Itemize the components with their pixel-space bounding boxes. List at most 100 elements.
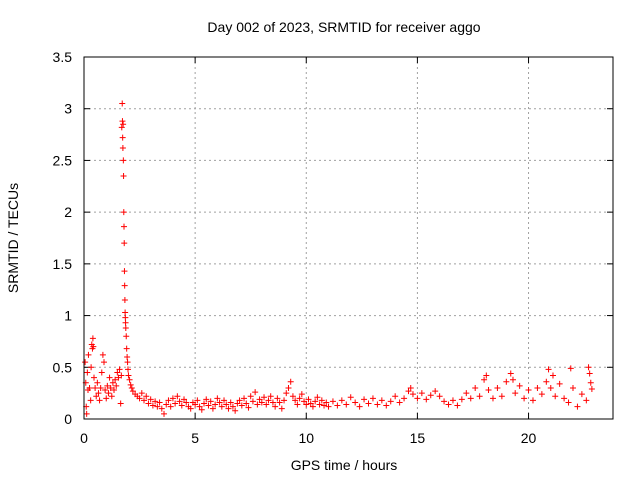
data-point — [111, 387, 118, 394]
data-point — [94, 379, 101, 386]
data-point — [174, 393, 181, 400]
data-point — [120, 209, 127, 216]
data-point — [449, 397, 456, 404]
data-point — [509, 376, 516, 383]
data-point — [192, 401, 199, 408]
x-tick-label: 15 — [410, 430, 426, 446]
data-point — [105, 390, 112, 397]
data-point — [227, 399, 234, 406]
data-point — [283, 390, 290, 397]
data-point — [552, 393, 559, 400]
data-point — [534, 384, 541, 391]
data-point — [238, 402, 245, 409]
y-tick-label: 3.5 — [53, 49, 73, 65]
data-point — [543, 378, 550, 385]
data-point — [83, 410, 90, 417]
data-point — [365, 400, 372, 407]
data-point — [369, 395, 376, 402]
data-point — [89, 335, 96, 342]
data-point — [294, 401, 301, 408]
data-point — [141, 397, 148, 404]
x-tick-label: 20 — [521, 430, 537, 446]
data-point — [125, 366, 132, 373]
data-point — [323, 399, 330, 406]
data-point — [574, 403, 581, 410]
data-point — [252, 389, 259, 396]
data-point — [128, 384, 135, 391]
data-point — [254, 401, 261, 408]
data-point — [119, 134, 126, 141]
data-point — [118, 124, 125, 131]
data-point — [102, 387, 109, 394]
data-point — [95, 390, 102, 397]
data-point — [214, 395, 221, 402]
data-point — [101, 359, 108, 366]
data-point — [585, 364, 592, 371]
data-point — [225, 405, 232, 412]
data-point — [99, 351, 106, 358]
data-point — [98, 369, 105, 376]
y-tick-label: 1 — [64, 308, 72, 324]
data-point — [538, 391, 545, 398]
data-point — [212, 401, 219, 408]
data-point — [325, 403, 332, 410]
x-axis-label: GPS time / hours — [291, 457, 398, 473]
data-point — [181, 396, 188, 403]
data-point — [96, 397, 103, 404]
data-point — [161, 410, 168, 417]
data-point — [241, 395, 248, 402]
data-point — [183, 399, 190, 406]
data-point — [203, 396, 210, 403]
data-point — [547, 384, 554, 391]
data-point — [245, 404, 252, 411]
data-point — [512, 390, 519, 397]
grid-lines — [84, 57, 613, 419]
data-point — [84, 369, 91, 376]
data-point — [298, 391, 305, 398]
data-point — [201, 400, 208, 407]
data-point — [103, 395, 110, 402]
data-point — [112, 376, 119, 383]
data-point — [329, 398, 336, 405]
data-point — [296, 395, 303, 402]
data-point — [218, 403, 225, 410]
data-point — [109, 379, 116, 386]
data-point — [145, 400, 152, 407]
data-point — [261, 394, 268, 401]
data-point — [156, 399, 163, 406]
data-point — [556, 380, 563, 387]
data-point — [247, 393, 254, 400]
data-point — [163, 401, 170, 408]
data-point — [121, 223, 128, 230]
data-points — [82, 100, 595, 417]
data-point — [143, 393, 150, 400]
data-point — [122, 309, 129, 316]
data-point — [117, 400, 124, 407]
data-point — [347, 394, 354, 401]
data-point — [243, 400, 250, 407]
data-point — [418, 390, 425, 397]
data-point — [119, 100, 126, 107]
data-point — [86, 384, 93, 391]
data-point — [472, 384, 479, 391]
data-point — [119, 118, 126, 125]
y-axis-label: SRMTID / TECUs — [5, 183, 21, 293]
data-point — [122, 314, 129, 321]
data-point — [104, 382, 111, 389]
data-point — [392, 393, 399, 400]
data-point — [494, 384, 501, 391]
data-point — [169, 395, 176, 402]
data-point — [312, 398, 319, 405]
x-tick-label: 10 — [298, 430, 314, 446]
data-point — [187, 405, 194, 412]
data-point — [387, 398, 394, 405]
data-point — [263, 401, 270, 408]
data-point — [272, 403, 279, 410]
data-point — [91, 374, 98, 381]
data-point — [221, 397, 228, 404]
data-point — [476, 393, 483, 400]
data-point — [483, 372, 490, 379]
data-point — [521, 395, 528, 402]
data-point — [120, 121, 127, 128]
